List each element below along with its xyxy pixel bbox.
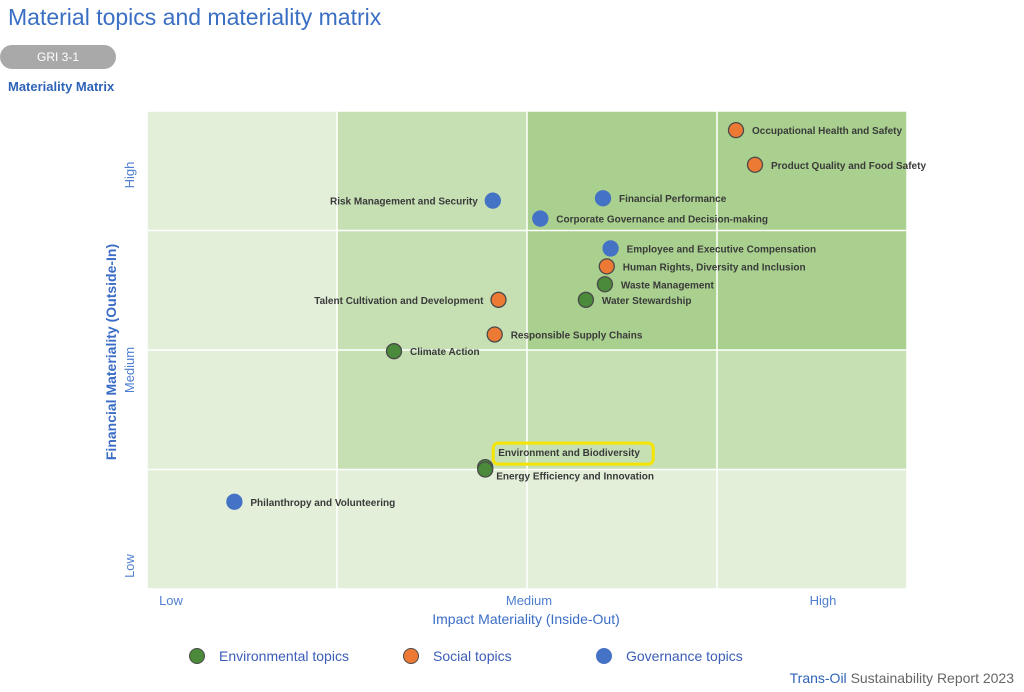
matrix-cell [527,350,717,470]
y-tick-label: High [122,162,137,189]
legend-governance-label: Governance topics [626,648,743,664]
data-points: Occupational Health and Safety Product Qu… [226,121,926,510]
section-label: Materiality Matrix [8,79,115,94]
social-dot-icon [403,648,419,664]
x-axis-label: Impact Materiality (Inside-Out) [432,611,620,627]
point-label: Product Quality and Food Safety [771,161,926,172]
data-point [226,493,243,510]
matrix-cell [147,350,337,470]
legend-environmental: Environmental topics [189,646,349,666]
point-label: Waste Management [621,280,715,291]
matrix-cells [147,111,907,589]
matrix-cell [527,111,717,231]
legend-environmental-label: Environmental topics [219,648,349,664]
data-point [385,343,403,360]
point-label: Occupational Health and Safety [752,126,902,137]
data-point [598,258,615,275]
legend-governance: Governance topics [596,646,743,666]
matrix-cell [717,230,907,350]
data-point [490,291,507,308]
x-tick-label: High [810,593,837,608]
point-label: Environment and Biodiversity [498,448,640,459]
data-point [596,276,614,293]
matrix-cell [337,350,527,470]
footer-brand: Trans-Oil [789,670,847,686]
point-label: Water Stewardship [602,296,692,307]
matrix-cell [527,230,717,350]
matrix-cell [717,469,907,589]
matrix-cell [717,350,907,470]
legend-social: Social topics [403,646,512,666]
data-point [532,210,549,227]
data-point [594,190,612,207]
data-point [477,461,494,478]
highlight-box [491,441,655,466]
matrix-cell [337,111,527,231]
matrix-cell [147,469,337,589]
matrix-gridlines [146,110,908,590]
page-title: Material topics and materiality matrix [8,4,382,30]
gri-badge: GRI 3-1 [0,45,116,69]
governance-dot-icon [596,648,612,664]
data-point [486,326,503,343]
y-tick-label: Low [122,553,137,577]
y-axis-label: Financial Materiality (Outside-In) [103,244,119,460]
data-point [727,121,745,139]
data-point [577,291,595,308]
point-label: Climate Action [410,347,480,358]
point-label: Energy Efficiency and Innovation [496,472,654,483]
y-ticks: Low Medium High [122,162,137,578]
y-tick-label: Medium [122,347,137,393]
x-tick-label: Low [159,593,183,608]
data-point [746,156,764,173]
point-label: Financial Performance [619,194,727,205]
x-tick-label: Medium [506,593,552,608]
point-label: Risk Management and Security [330,197,478,208]
environmental-dot-icon [189,648,205,664]
footer: Trans-Oil Sustainability Report 2023 [790,670,1014,686]
point-label: Philanthropy and Volunteering [250,498,395,509]
matrix-cell [147,230,337,350]
matrix-cell [337,469,527,589]
point-label: Responsible Supply Chains [511,330,643,341]
point-label: Employee and Executive Compensation [627,244,817,255]
matrix-cell [147,111,337,231]
point-label: Corporate Governance and Decision-making [556,215,768,226]
point-label: Talent Cultivation and Development [314,296,484,307]
legend-social-label: Social topics [433,648,512,664]
data-point [602,240,619,257]
matrix-cell [717,111,907,231]
footer-text: Sustainability Report 2023 [850,670,1014,686]
point-label: Human Rights, Diversity and Inclusion [623,262,806,273]
data-point [484,192,501,209]
matrix-cell [527,469,717,589]
x-ticks: Low Medium High [159,593,836,608]
